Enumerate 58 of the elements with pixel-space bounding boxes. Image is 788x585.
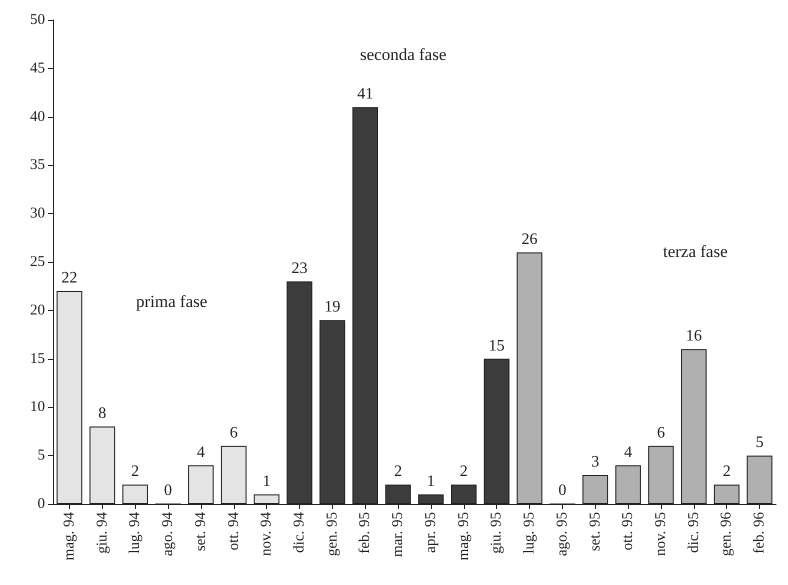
y-tick-label: 25 bbox=[30, 254, 45, 270]
data-label: 19 bbox=[324, 298, 340, 316]
x-tick-label: mar. 95 bbox=[390, 512, 406, 557]
y-tick-label: 10 bbox=[30, 399, 45, 416]
data-label: 23 bbox=[291, 260, 308, 277]
data-label: 41 bbox=[357, 86, 374, 103]
data-label: 22 bbox=[61, 270, 78, 287]
x-tick-label: lug. 95 bbox=[522, 512, 538, 554]
data-label: 26 bbox=[522, 230, 538, 248]
y-tick-label: 40 bbox=[30, 108, 45, 125]
data-label: 16 bbox=[686, 328, 702, 345]
data-label: 15 bbox=[488, 337, 505, 354]
x-tick-label: ago. 95 bbox=[554, 512, 570, 556]
x-tick-label: mag. 95 bbox=[456, 512, 472, 560]
x-tick-label: set. 94 bbox=[192, 512, 209, 552]
x-tick-label: dic. 94 bbox=[291, 512, 308, 553]
x-tick-label: apr. 95 bbox=[422, 512, 439, 553]
annotation: terza fase bbox=[663, 242, 728, 261]
data-label: 5 bbox=[756, 434, 764, 452]
data-label: 2 bbox=[722, 463, 731, 480]
y-tick-label: 15 bbox=[30, 350, 45, 367]
annotation: prima fase bbox=[136, 292, 208, 311]
x-tick-label: dic. 95 bbox=[686, 512, 702, 553]
x-tick-label: set. 95 bbox=[587, 512, 604, 552]
x-tick-label: giu. 95 bbox=[488, 512, 505, 554]
data-label: 3 bbox=[591, 453, 600, 470]
y-tick-label: 35 bbox=[30, 157, 45, 174]
data-label: 2 bbox=[131, 463, 140, 480]
data-label: 6 bbox=[656, 424, 665, 442]
annotation: seconda fase bbox=[360, 45, 446, 64]
y-tick-label: 45 bbox=[30, 60, 45, 76]
data-label: 6 bbox=[230, 424, 238, 442]
x-tick-label: ott. 94 bbox=[226, 512, 242, 550]
x-tick-label: nov. 95 bbox=[652, 512, 669, 556]
data-label: 4 bbox=[624, 444, 632, 461]
x-tick-label: gen. 96 bbox=[718, 512, 735, 556]
x-tick-label: giu. 94 bbox=[94, 512, 110, 554]
x-tick-label: ott. 95 bbox=[620, 512, 636, 550]
x-tick-label: mag. 94 bbox=[61, 512, 78, 560]
y-tick-label: 20 bbox=[30, 302, 45, 318]
x-tick-label: nov. 94 bbox=[258, 512, 275, 556]
y-tick-label: 5 bbox=[38, 448, 45, 464]
data-label: 1 bbox=[262, 472, 271, 490]
y-tick-label: 50 bbox=[30, 12, 45, 28]
data-label: 2 bbox=[394, 463, 402, 480]
data-label: 8 bbox=[98, 405, 106, 422]
y-tick-label: 30 bbox=[30, 206, 45, 222]
data-label: 4 bbox=[196, 444, 205, 461]
data-label: 2 bbox=[460, 463, 468, 480]
x-tick-label: feb. 95 bbox=[357, 512, 374, 554]
x-tick-label: lug. 94 bbox=[127, 512, 144, 554]
y-tick-label: 0 bbox=[38, 496, 45, 512]
data-label: 1 bbox=[426, 472, 435, 490]
x-tick-label: feb. 96 bbox=[752, 512, 768, 554]
data-label: 0 bbox=[558, 482, 566, 499]
data-label: 0 bbox=[164, 482, 172, 499]
x-tick-label: ago. 94 bbox=[160, 512, 176, 556]
x-tick-label: gen. 95 bbox=[324, 512, 340, 556]
